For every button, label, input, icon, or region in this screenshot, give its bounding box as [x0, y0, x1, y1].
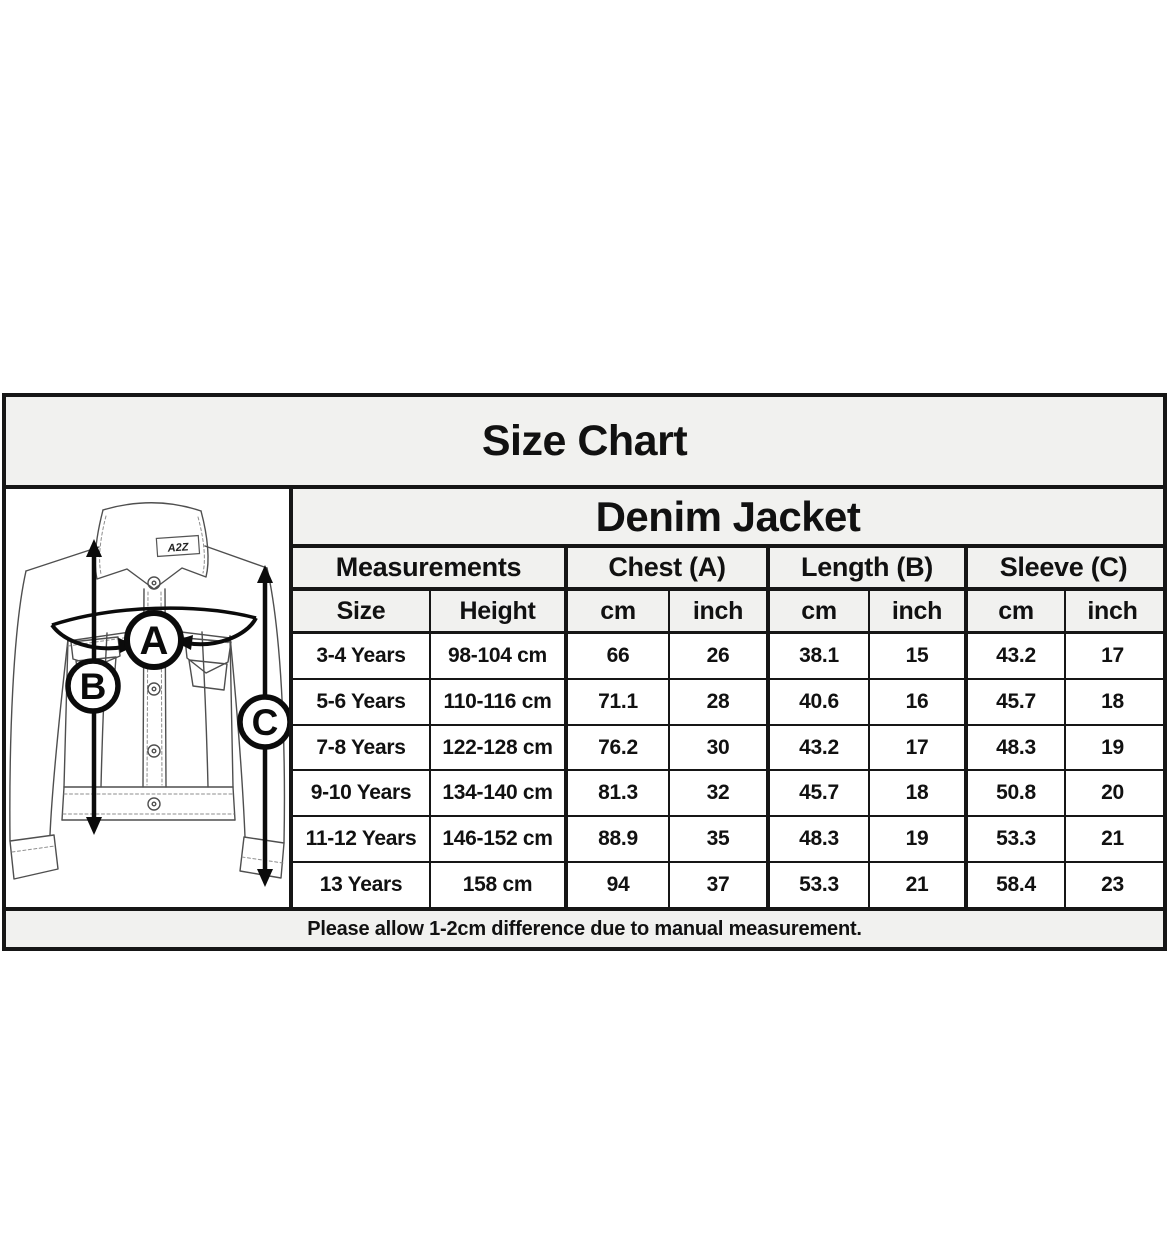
table-cell: 16 — [870, 679, 968, 724]
group-header-cell: Length (B) — [770, 548, 968, 587]
table-cell: 23 — [1101, 873, 1124, 897]
table-cell: 110-116 cm — [431, 679, 568, 724]
table-cell: 19 — [870, 817, 968, 862]
table-cell: 9-10 Years — [293, 771, 431, 816]
chart-title: Size Chart — [6, 397, 1163, 489]
column-header-cell: inch — [870, 591, 968, 631]
table-cell: 18 — [1101, 689, 1124, 713]
jacket-illustration: A2Z — [6, 489, 293, 907]
jacket-sketch-svg: A2Z — [9, 502, 289, 887]
table-cell: 66 — [568, 634, 670, 678]
column-header-cell: inch — [1087, 596, 1138, 625]
label-sleeve-c: C — [252, 702, 279, 743]
table-cell: 40.6 — [770, 679, 870, 724]
table-cell: 17 — [870, 725, 968, 770]
table-cell: 48.3 — [770, 817, 870, 862]
column-header-cell: Height — [431, 591, 568, 631]
table-cell: 11-12 Years — [293, 817, 431, 862]
table-cell: 94 — [568, 863, 670, 907]
table-cell: 146-152 cm — [431, 817, 568, 862]
table-row: 5-6 Years 110-116 cm 71.1 28 40.6 16 45.7 18 — [293, 679, 1163, 726]
measurement-labels: A B C — [65, 610, 289, 750]
table-row: 13 Years 158 cm 94 37 53.3 21 58.4 23 — [293, 863, 1163, 907]
table-main-area: A2Z — [6, 489, 1163, 907]
table-row: 11-12 Years 146-152 cm 88.9 35 48.3 19 53.3 21 — [293, 817, 1163, 864]
group-header-cell: Sleeve (C) — [999, 552, 1128, 582]
table-cell: 158 cm — [431, 863, 568, 907]
table-cell: 13 Years — [293, 863, 431, 907]
table-cell: 58.4 — [968, 863, 1066, 907]
table-cell: 15 — [870, 634, 968, 678]
table-cell: 30 — [670, 725, 770, 770]
product-title: Denim Jacket — [293, 489, 1163, 548]
table-cell: 88.9 — [568, 817, 670, 862]
measurements-section: Denim Jacket Measurements Chest (A) Length… — [293, 489, 1163, 907]
column-header-cell: cm — [968, 591, 1066, 631]
table-cell: 21 — [870, 863, 968, 907]
table-cell: 5-6 Years — [293, 679, 431, 724]
table-cell: 38.1 — [770, 634, 870, 678]
table-cell: 26 — [670, 634, 770, 678]
column-header-cell: cm — [770, 591, 870, 631]
table-cell: 17 — [1101, 643, 1124, 667]
table-cell: 48.3 — [968, 725, 1066, 770]
group-header-row: Measurements Chest (A) Length (B) Sleeve (C… — [293, 548, 1163, 591]
column-header-cell: inch — [670, 591, 770, 631]
table-cell: 20 — [1101, 781, 1124, 805]
table-row: 9-10 Years 134-140 cm 81.3 32 45.7 18 50.8 20 — [293, 771, 1163, 818]
column-header-cell: Size — [293, 591, 431, 631]
table-cell: 28 — [670, 679, 770, 724]
table-cell: 71.1 — [568, 679, 670, 724]
size-chart-table: Size Chart — [2, 393, 1167, 951]
table-cell: 43.2 — [968, 634, 1066, 678]
table-cell: 122-128 cm — [431, 725, 568, 770]
table-cell: 3-4 Years — [293, 634, 431, 678]
table-cell: 45.7 — [770, 771, 870, 816]
column-header-row: Size Height cm inch cm inch cm inch — [293, 591, 1163, 634]
table-cell: 134-140 cm — [431, 771, 568, 816]
table-row: 3-4 Years 98-104 cm 66 26 38.1 15 43.2 17 — [293, 634, 1163, 680]
table-cell: 43.2 — [770, 725, 870, 770]
table-cell: 50.8 — [968, 771, 1066, 816]
brand-tag-label: A2Z — [166, 541, 190, 555]
group-header-cell: Chest (A) — [568, 548, 770, 587]
table-cell: 32 — [670, 771, 770, 816]
table-row: 7-8 Years 122-128 cm 76.2 30 43.2 17 48.3 19 — [293, 725, 1163, 772]
label-chest-a: A — [140, 619, 169, 663]
table-cell: 18 — [870, 771, 968, 816]
table-body: 3-4 Years 98-104 cm 66 26 38.1 15 43.2 17 5-6 Ye… — [293, 634, 1163, 907]
table-cell: 37 — [670, 863, 770, 907]
footer-note: Please allow 1-2cm difference due to man… — [6, 907, 1163, 947]
table-cell: 19 — [1101, 735, 1124, 759]
brand-tag: A2Z — [155, 534, 201, 558]
table-cell: 45.7 — [968, 679, 1066, 724]
group-header-cell: Measurements — [293, 548, 568, 587]
table-cell: 35 — [670, 817, 770, 862]
table-cell: 21 — [1101, 827, 1124, 851]
label-length-b: B — [80, 666, 107, 707]
column-header-cell: cm — [568, 591, 670, 631]
table-cell: 98-104 cm — [431, 634, 568, 678]
table-cell: 7-8 Years — [293, 725, 431, 770]
table-cell: 81.3 — [568, 771, 670, 816]
table-cell: 76.2 — [568, 725, 670, 770]
table-cell: 53.3 — [770, 863, 870, 907]
table-cell: 53.3 — [968, 817, 1066, 862]
